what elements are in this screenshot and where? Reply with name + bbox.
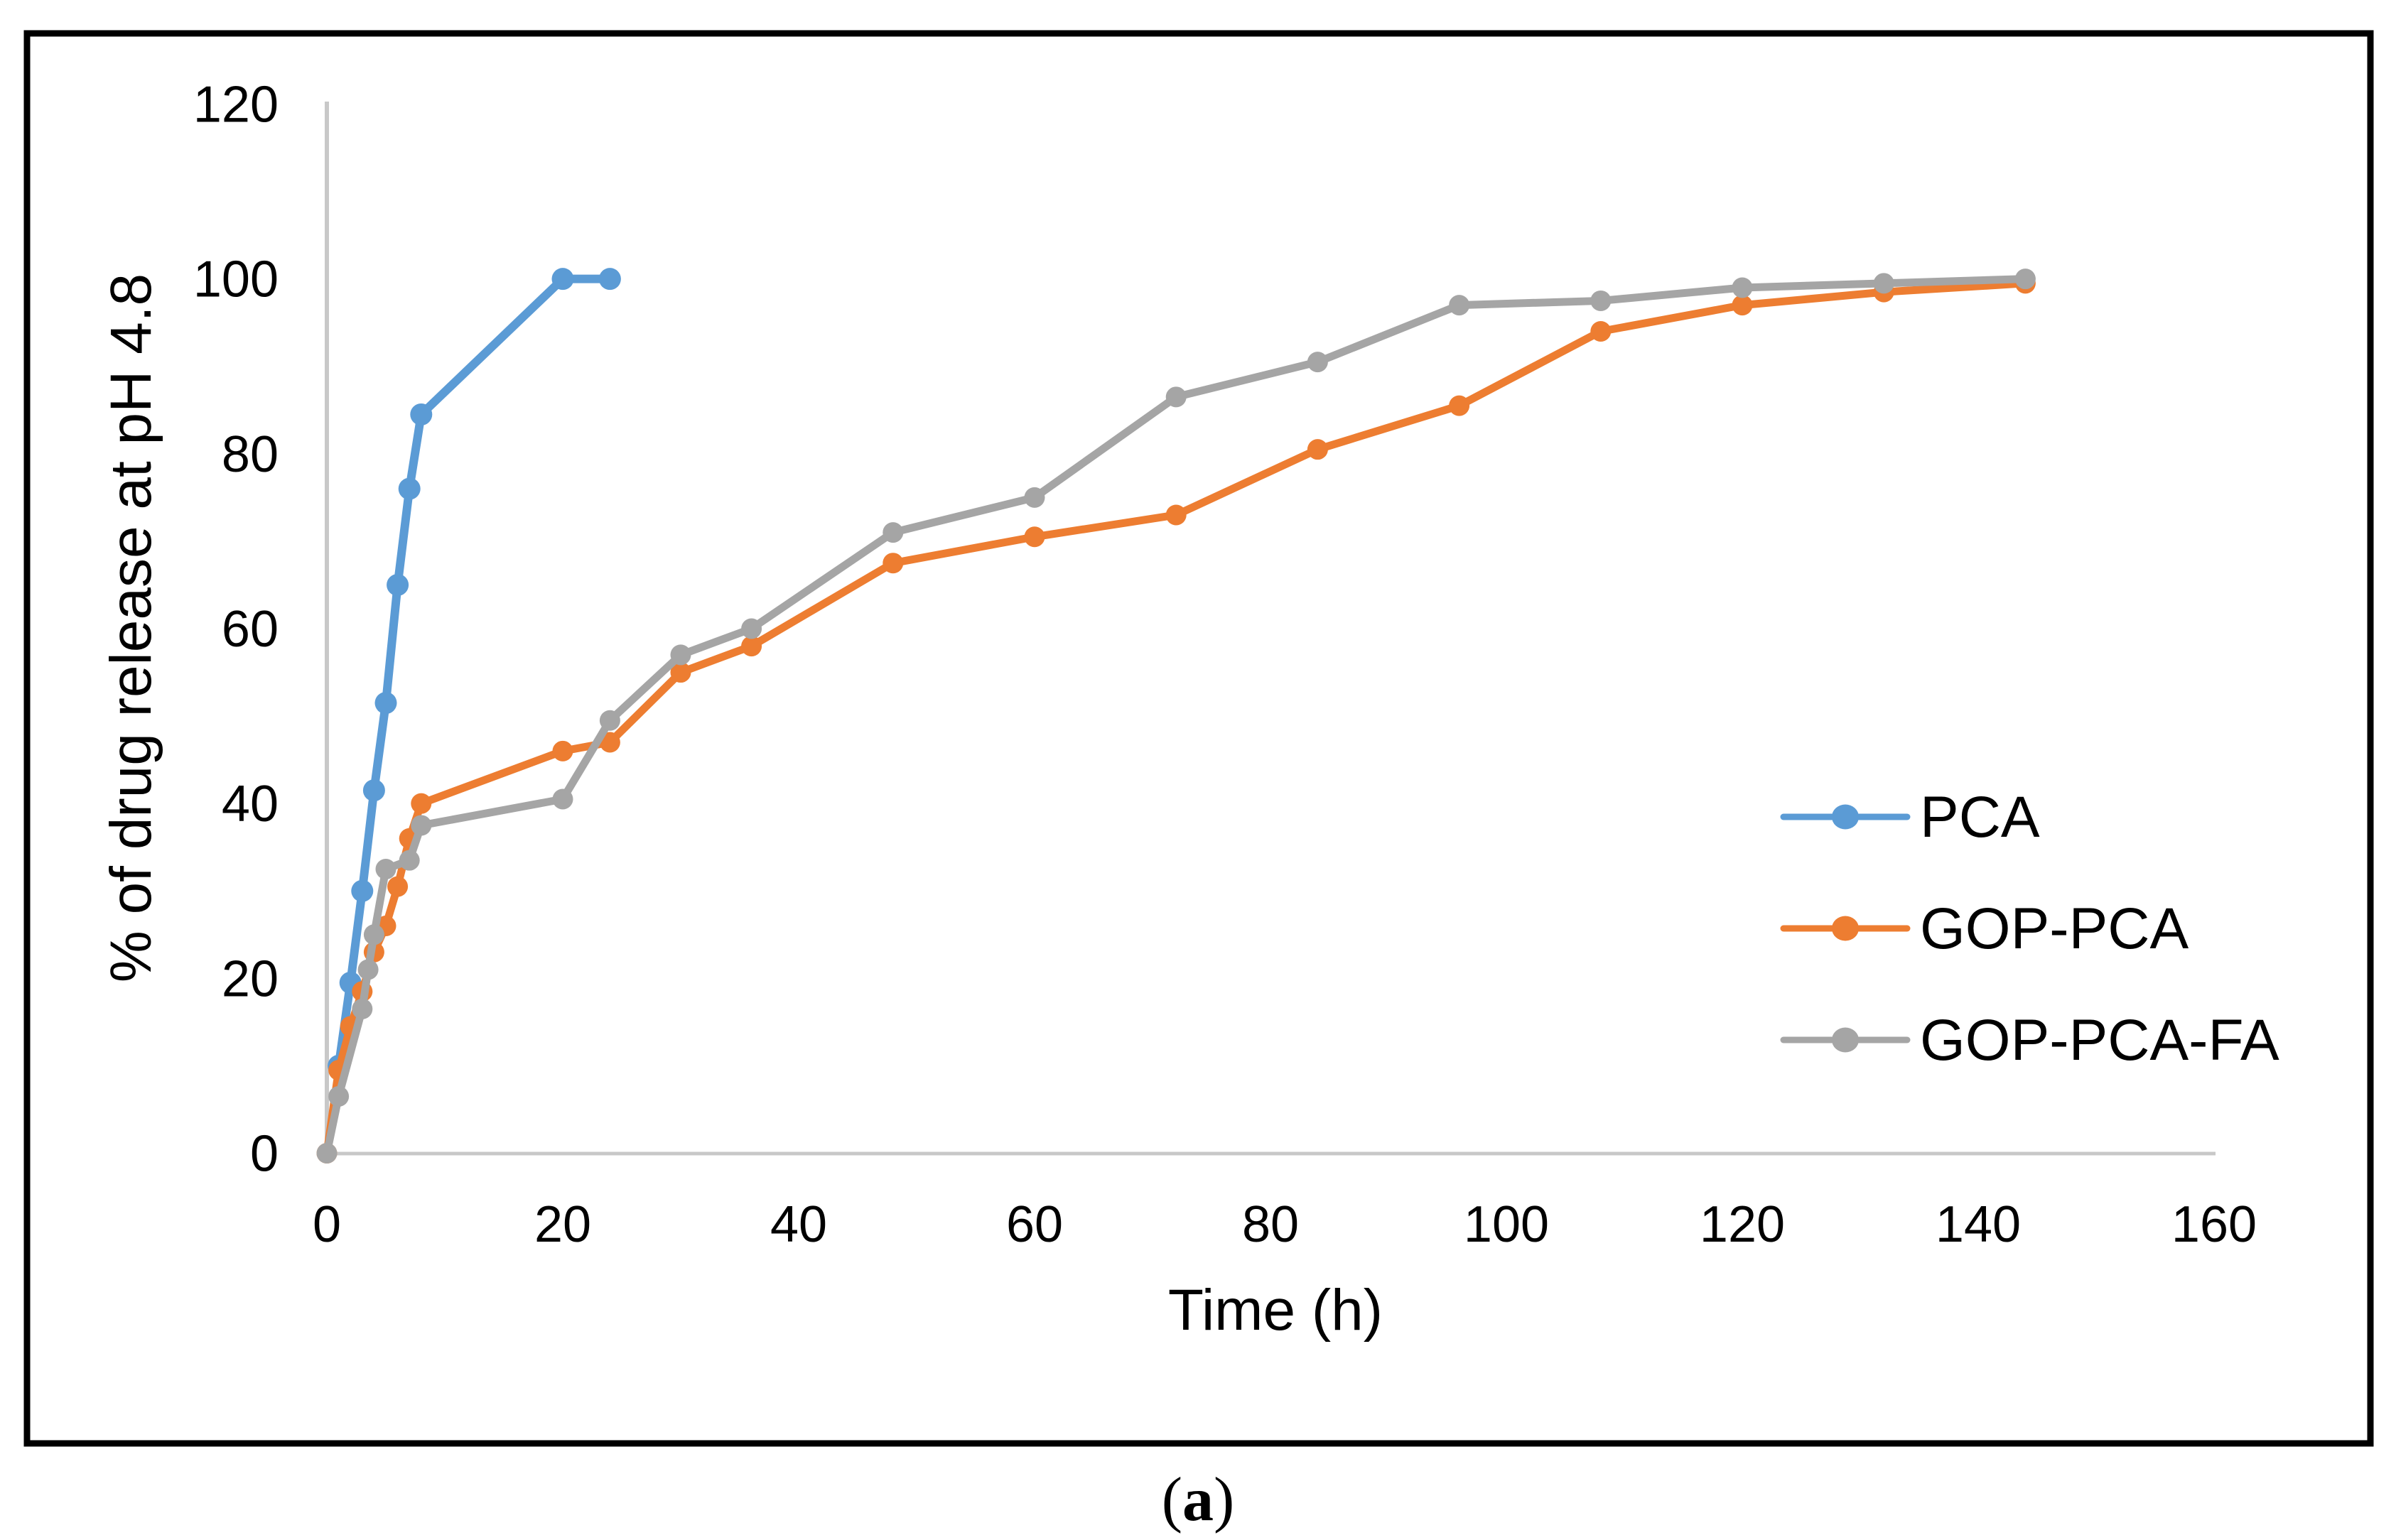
chart-frame — [23, 30, 2374, 1447]
y-axis-title: % of drug release at pH 4.8 — [99, 273, 163, 982]
x-tick-label: 140 — [1936, 1196, 2021, 1253]
x-tick-label: 120 — [1700, 1196, 1785, 1253]
caption-open-paren: ( — [1162, 1465, 1182, 1534]
legend-marker — [1832, 1027, 1859, 1053]
data-point-PCA — [598, 268, 621, 291]
data-point-GOP-PCA — [1307, 439, 1328, 460]
legend-item-GOP-PCA: GOP-PCA — [1780, 896, 2189, 961]
legend-item-GOP-PCA-FA: GOP-PCA-FA — [1780, 1008, 2279, 1073]
y-tick-label: 20 — [222, 950, 279, 1007]
y-tick-label: 120 — [193, 77, 279, 134]
y-tick-label: 100 — [193, 251, 279, 308]
data-point-GOP-PCA — [387, 876, 409, 897]
data-point-GOP-PCA-FA — [363, 924, 384, 945]
data-point-GOP-PCA-FA — [411, 815, 432, 836]
data-point-GOP-PCA — [1732, 295, 1753, 316]
x-tick-label: 0 — [313, 1196, 341, 1253]
data-point-PCA — [374, 692, 397, 715]
data-point-GOP-PCA-FA — [599, 710, 620, 731]
data-point-GOP-PCA — [670, 662, 691, 683]
x-tick-label: 20 — [534, 1196, 591, 1253]
data-point-GOP-PCA-FA — [1165, 386, 1187, 408]
x-tick-label: 100 — [1464, 1196, 1549, 1253]
data-point-GOP-PCA-FA — [883, 522, 904, 543]
y-tick-label: 40 — [222, 776, 279, 833]
data-point-GOP-PCA-FA — [670, 644, 691, 666]
legend-marker — [1832, 804, 1859, 830]
data-point-GOP-PCA-FA — [1873, 273, 1894, 294]
x-tick-labels: 0 20 40 60 80 100 120 140 160 — [313, 1196, 2257, 1253]
x-tick-label: 80 — [1242, 1196, 1299, 1253]
data-point-GOP-PCA-FA — [1732, 277, 1753, 298]
data-point-GOP-PCA — [883, 553, 904, 574]
caption-close-paren: ) — [1214, 1465, 1234, 1534]
x-axis-title: Time (h) — [1168, 1278, 1383, 1343]
legend-marker — [1832, 916, 1859, 941]
legend-item-PCA: PCA — [1780, 785, 2040, 850]
data-point-GOP-PCA — [1165, 504, 1187, 526]
series-GOP-PCA-FA — [316, 269, 2036, 1164]
data-point-GOP-PCA-FA — [375, 858, 396, 879]
data-point-PCA — [398, 477, 421, 500]
data-point-GOP-PCA — [1590, 321, 1612, 342]
data-point-GOP-PCA-FA — [357, 959, 379, 980]
data-point-GOP-PCA — [1024, 526, 1045, 548]
data-point-GOP-PCA — [599, 732, 620, 753]
legend-label: GOP-PCA-FA — [1920, 1008, 2279, 1073]
data-point-GOP-PCA-FA — [316, 1143, 338, 1164]
x-tick-label: 60 — [1006, 1196, 1063, 1253]
data-point-GOP-PCA — [1449, 395, 1470, 416]
y-tick-label: 60 — [222, 601, 279, 658]
data-point-PCA — [362, 779, 385, 802]
x-tick-label: 160 — [2171, 1196, 2257, 1253]
series-PCA — [328, 268, 621, 1077]
data-point-GOP-PCA — [552, 740, 573, 761]
data-point-PCA — [410, 403, 433, 425]
y-tick-label: 0 — [250, 1126, 279, 1183]
data-point-GOP-PCA-FA — [552, 788, 573, 810]
series-line-PCA — [334, 274, 615, 1070]
data-point-PCA — [387, 573, 409, 596]
legend-label: PCA — [1920, 785, 2040, 850]
y-tick-label: 80 — [222, 426, 279, 483]
legend-label: GOP-PCA — [1920, 896, 2189, 961]
data-point-GOP-PCA-FA — [741, 618, 762, 639]
data-point-GOP-PCA — [411, 793, 432, 814]
data-point-GOP-PCA-FA — [328, 1085, 350, 1107]
data-point-GOP-PCA-FA — [352, 998, 373, 1019]
data-point-GOP-PCA-FA — [1590, 290, 1612, 311]
caption-letter: a — [1182, 1465, 1214, 1534]
figure-caption: (a) — [1162, 1465, 1235, 1534]
data-point-PCA — [551, 268, 574, 291]
series-group — [316, 268, 2036, 1164]
y-tick-labels: 0 20 40 60 80 100 120 — [193, 77, 279, 1183]
x-tick-label: 40 — [770, 1196, 827, 1253]
data-point-GOP-PCA-FA — [2014, 269, 2036, 290]
data-point-PCA — [351, 879, 374, 902]
data-point-GOP-PCA-FA — [1449, 295, 1470, 316]
legend: PCA GOP-PCA GOP-PCA-FA — [1780, 785, 2279, 1073]
data-point-GOP-PCA-FA — [399, 850, 420, 871]
data-point-GOP-PCA — [741, 636, 762, 657]
data-point-GOP-PCA-FA — [1307, 352, 1328, 373]
data-point-GOP-PCA-FA — [1024, 487, 1045, 508]
